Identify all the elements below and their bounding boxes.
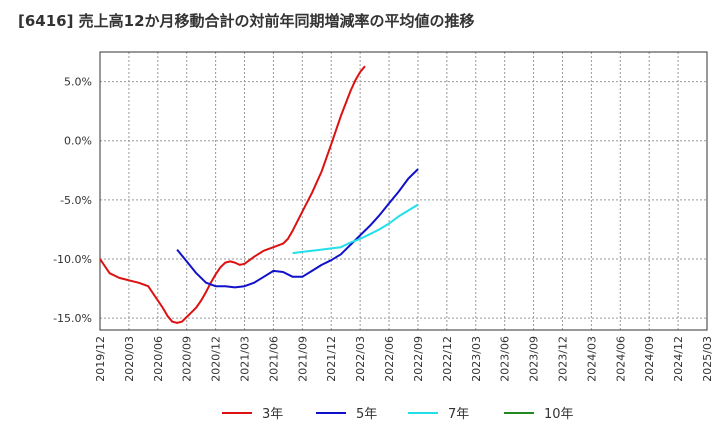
chart-title: [6416] 売上高12か月移動合計の対前年同期増減率の平均値の推移	[18, 12, 475, 30]
legend-label: 7年	[448, 407, 469, 422]
x-tick-label: 2020/06	[152, 336, 165, 382]
y-tick-label: -5.0%	[60, 194, 92, 207]
x-tick-label: 2025/03	[701, 336, 714, 382]
y-tick-label: 5.0%	[64, 76, 92, 89]
legend-label: 3年	[262, 407, 283, 422]
y-tick-label: -15.0%	[53, 312, 92, 325]
x-tick-label: 2021/03	[239, 336, 252, 382]
y-axis: 5.0% 0.0% -5.0% -10.0% -15.0%	[53, 76, 92, 326]
grid	[100, 52, 707, 330]
x-tick-label: 2022/03	[354, 336, 367, 382]
x-tick-label: 2020/09	[181, 336, 194, 382]
x-tick-label: 2020/03	[123, 336, 136, 382]
x-tick-label: 2023/06	[499, 336, 512, 382]
x-tick-label: 2024/06	[614, 336, 627, 382]
legend-label: 10年	[544, 407, 574, 422]
series-line-5年	[176, 168, 419, 289]
x-tick-label: 2024/09	[643, 336, 656, 382]
x-tick-label: 2022/09	[412, 336, 425, 382]
x-tick-label: 2022/06	[383, 336, 396, 382]
y-tick-label: -10.0%	[53, 253, 92, 266]
plot-frame	[99, 51, 708, 331]
x-tick-label: 2021/06	[267, 336, 280, 382]
x-tick-label: 2023/09	[528, 336, 541, 382]
x-tick-label: 2020/12	[210, 336, 223, 382]
x-tick-label: 2019/12	[94, 336, 107, 382]
series-line-7年	[292, 203, 419, 255]
series-line-3年	[99, 65, 366, 324]
x-tick-label: 2021/09	[296, 336, 309, 382]
y-tick-label: 0.0%	[64, 135, 92, 148]
x-tick-label: 2024/03	[585, 336, 598, 382]
legend: 3年 5年 7年 10年	[222, 407, 574, 422]
x-tick-label: 2021/12	[325, 336, 338, 382]
legend-label: 5年	[356, 407, 377, 422]
x-axis: 2019/12 2020/03 2020/06 2020/09 2020/12 2021/…	[94, 336, 714, 382]
x-tick-label: 2023/03	[470, 336, 483, 382]
x-tick-label: 2022/12	[441, 336, 454, 382]
x-tick-label: 2024/12	[672, 336, 685, 382]
x-tick-label: 2023/12	[556, 336, 569, 382]
series-lines	[99, 65, 419, 324]
